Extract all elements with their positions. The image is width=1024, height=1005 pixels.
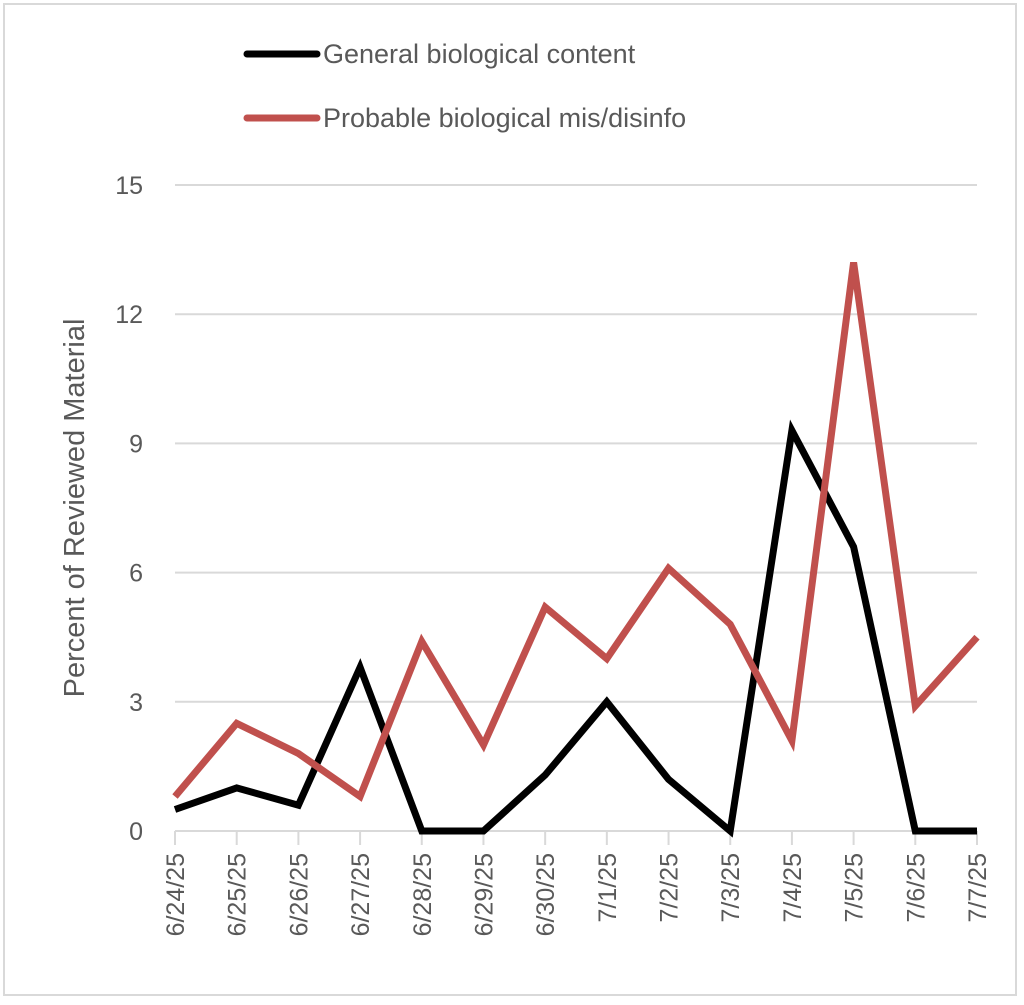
x-tick-label: 6/29/25: [470, 853, 498, 936]
x-tick-label: 7/4/25: [779, 853, 807, 923]
y-tick-label: 3: [129, 689, 143, 717]
series-lines: [172, 262, 980, 838]
x-tick-label: 7/7/25: [964, 853, 992, 923]
series-line-general: [173, 419, 977, 838]
legend: General biological content Probable biol…: [243, 39, 686, 133]
x-axis: 6/24/25 6/25/25 6/26/25 6/27/25 6/28/25 6/29/…: [162, 831, 992, 936]
y-axis-ticks: 0 3 6 9 12 15: [115, 172, 143, 846]
y-tick-label: 6: [129, 560, 143, 588]
x-tick-label: 7/6/25: [902, 853, 930, 923]
x-tick-label: 7/5/25: [841, 853, 869, 923]
gridlines: [175, 184, 977, 832]
legend-label-general: General biological content: [323, 39, 636, 69]
legend-item-misinfo[interactable]: Probable biological mis/disinfo: [243, 103, 686, 133]
y-tick-label: 0: [129, 818, 143, 846]
y-tick-label: 12: [115, 301, 143, 329]
x-tick-label: 6/30/25: [532, 853, 560, 936]
y-tick-label: 9: [129, 430, 143, 458]
x-tick-label: 6/24/25: [162, 853, 190, 936]
y-tick-label: 15: [115, 172, 143, 200]
x-tick-label: 7/3/25: [717, 853, 745, 923]
x-tick-label: 7/2/25: [656, 853, 684, 923]
x-tick-label: 7/1/25: [594, 853, 622, 923]
legend-item-general[interactable]: General biological content: [243, 39, 636, 69]
series-line-misinfo: [172, 262, 980, 802]
x-tick-label: 6/26/25: [285, 853, 313, 936]
y-axis-title: Percent of Reviewed Material: [59, 319, 91, 698]
x-tick-label: 6/27/25: [347, 853, 375, 936]
legend-label-misinfo: Probable biological mis/disinfo: [323, 103, 686, 133]
x-tick-label: 6/25/25: [224, 853, 252, 936]
x-tick-label: 6/28/25: [409, 853, 437, 936]
